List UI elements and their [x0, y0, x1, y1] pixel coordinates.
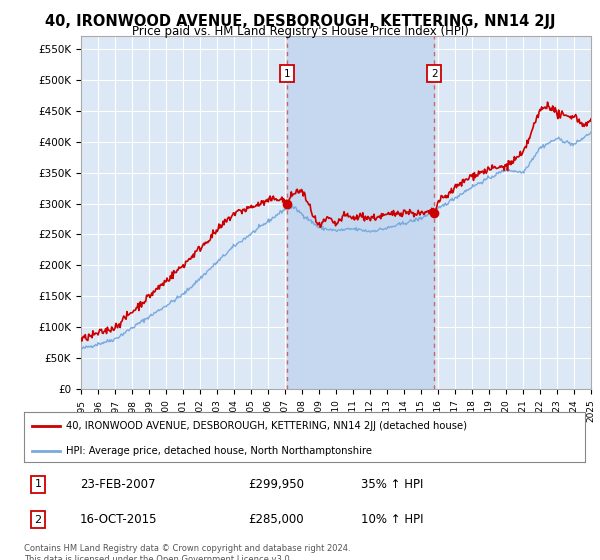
Text: 2: 2: [34, 515, 41, 525]
Text: 1: 1: [284, 68, 290, 78]
Text: Contains HM Land Registry data © Crown copyright and database right 2024.
This d: Contains HM Land Registry data © Crown c…: [24, 544, 350, 560]
Text: 40, IRONWOOD AVENUE, DESBOROUGH, KETTERING, NN14 2JJ: 40, IRONWOOD AVENUE, DESBOROUGH, KETTERI…: [45, 14, 555, 29]
Text: Price paid vs. HM Land Registry's House Price Index (HPI): Price paid vs. HM Land Registry's House …: [131, 25, 469, 38]
Text: 16-OCT-2015: 16-OCT-2015: [80, 513, 158, 526]
Text: 35% ↑ HPI: 35% ↑ HPI: [361, 478, 423, 491]
Text: £299,950: £299,950: [248, 478, 304, 491]
Text: 10% ↑ HPI: 10% ↑ HPI: [361, 513, 423, 526]
Text: £285,000: £285,000: [248, 513, 304, 526]
Bar: [287, 36, 434, 389]
Text: 23-FEB-2007: 23-FEB-2007: [80, 478, 155, 491]
Text: HPI: Average price, detached house, North Northamptonshire: HPI: Average price, detached house, Nort…: [66, 446, 372, 456]
Text: 2: 2: [431, 68, 438, 78]
Text: 40, IRONWOOD AVENUE, DESBOROUGH, KETTERING, NN14 2JJ (detached house): 40, IRONWOOD AVENUE, DESBOROUGH, KETTERI…: [66, 421, 467, 431]
Text: 1: 1: [35, 479, 41, 489]
